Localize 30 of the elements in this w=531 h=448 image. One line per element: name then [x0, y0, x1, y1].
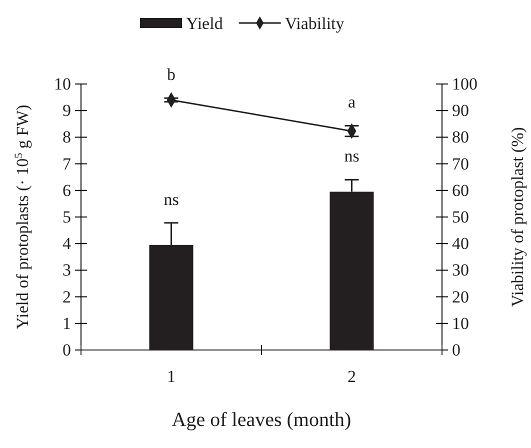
y-tick-label: 8: [62, 128, 71, 147]
y-tick-label: 1: [62, 314, 71, 333]
y-tick-label: 2: [62, 287, 71, 306]
y2-tick-label: 70: [452, 154, 469, 174]
y-tick-label: 0: [62, 340, 71, 360]
y2-tick-label: 50: [452, 207, 469, 226]
y2-tick-label: 100: [452, 74, 478, 94]
y2-tick-label: 10: [452, 314, 469, 333]
y2-tick-label: 80: [452, 128, 469, 147]
y-tick-label: 9: [62, 101, 71, 120]
annotation: ns: [344, 146, 360, 166]
y2-tick-label: 60: [452, 180, 469, 200]
y2-tick-label: 90: [452, 101, 469, 120]
legend-label: Viability: [284, 14, 345, 33]
y-tick-label: 10: [54, 74, 71, 94]
y2-tick-label: 0: [452, 340, 460, 360]
y-tick-label: 6: [62, 180, 71, 200]
x-axis-title: Age of leaves (month): [172, 409, 352, 431]
y2-tick-label: 20: [452, 287, 469, 306]
y2-axis-title: Viability of protoplast (%): [508, 127, 527, 307]
annotation: ns: [164, 190, 179, 209]
y2-tick-label: 30: [452, 260, 469, 280]
y-tick-label: 5: [62, 207, 71, 226]
y2-tick-label: 40: [452, 234, 469, 254]
annotation: a: [348, 92, 356, 112]
y-tick-label: 4: [62, 234, 72, 254]
annotation: b: [167, 65, 176, 84]
y-tick-label: 7: [62, 154, 72, 174]
legend-label: Yield: [186, 14, 224, 33]
y-tick-label: 3: [62, 260, 71, 280]
